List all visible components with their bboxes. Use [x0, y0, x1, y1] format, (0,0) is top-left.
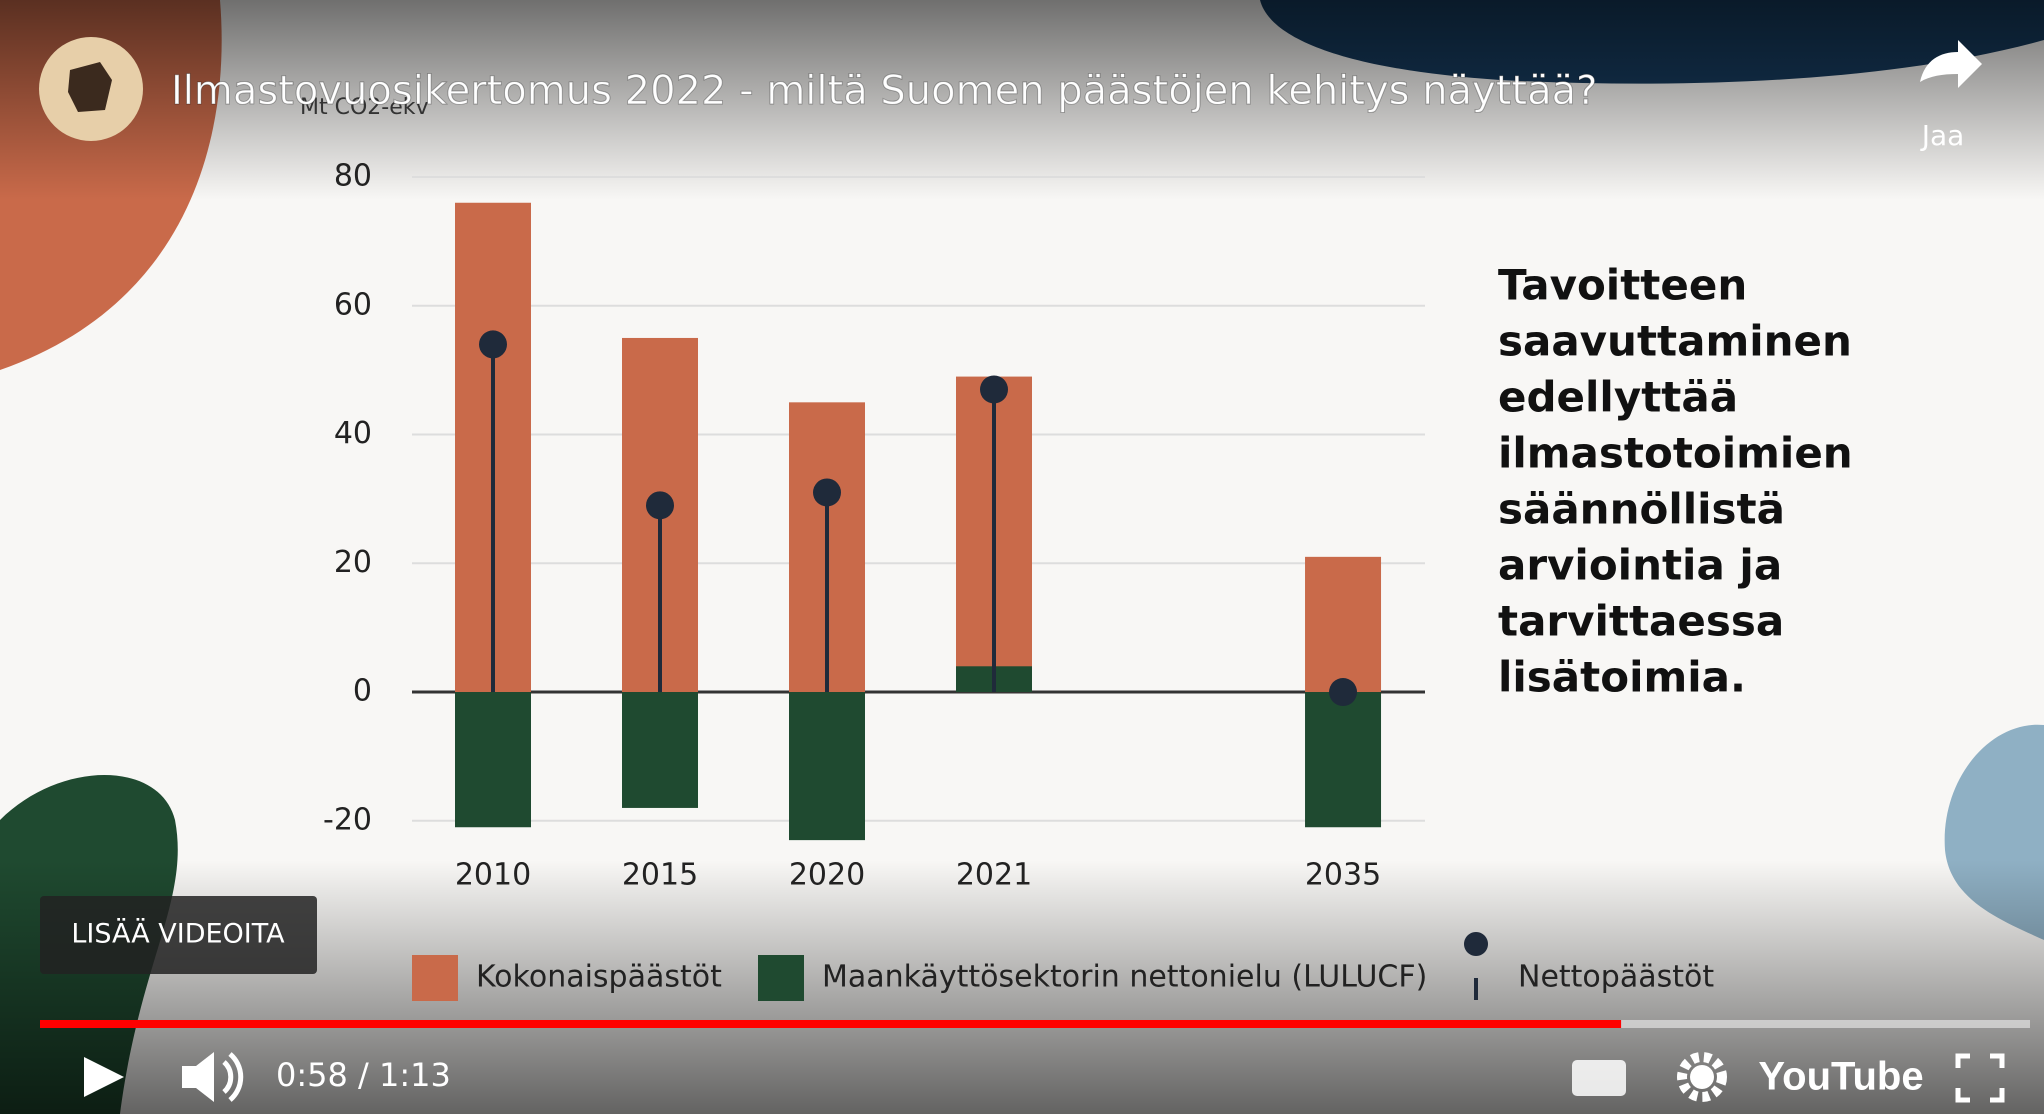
bar [622, 692, 698, 808]
annotation-line: arviointia ja [1498, 541, 1782, 590]
y-tick-label: 20 [334, 545, 372, 580]
legend-pin [1464, 932, 1489, 1000]
x-tick-label: 2015 [622, 858, 698, 893]
y-tick-label: 0 [353, 674, 372, 709]
volume-waves [222, 1052, 244, 1102]
time-display: 0:58 / 1:13 [276, 1056, 451, 1094]
fullscreen-button[interactable] [1955, 1053, 2005, 1103]
legend-label: Maankäyttösektorin nettonielu (LULUCF) [822, 960, 1427, 995]
more-videos-label[interactable]: LISÄÄ VIDEOITA [71, 918, 285, 950]
legend-label: Nettopäästöt [1518, 960, 1714, 995]
x-tick-label: 2020 [789, 858, 865, 893]
video-title[interactable]: Ilmastovuosikertomus 2022 - miltä Suomen… [171, 68, 1598, 115]
net-dot [980, 375, 1008, 404]
logo-lion [68, 62, 112, 112]
y-tick-label: -20 [323, 802, 372, 837]
x-tick-label: 2010 [455, 858, 531, 893]
volume-button[interactable] [182, 1052, 214, 1102]
legend-swatch [412, 955, 458, 1001]
share-label[interactable]: Jaa [1920, 119, 1965, 152]
bar [1305, 692, 1382, 828]
y-tick-label: 40 [334, 416, 372, 451]
subtitles-button[interactable] [1572, 1060, 1626, 1096]
youtube-logo[interactable]: YouTube [1758, 1055, 1923, 1099]
annotation-line: lisätoimia. [1498, 653, 1746, 702]
bar [1305, 556, 1382, 693]
net-dot [813, 478, 841, 507]
annotation-line: saavuttaminen [1498, 317, 1852, 366]
y-tick-label: 80 [334, 159, 372, 194]
y-tick-label: 60 [334, 287, 372, 322]
settings-hub [1690, 1065, 1714, 1089]
bar [455, 692, 531, 828]
chart: Mt CO2-ekv -20 0 20 40 60 80 2010 2015 2020 2021 20… [300, 95, 1853, 1001]
share-icon[interactable] [1920, 40, 1982, 88]
bar [789, 692, 865, 841]
top-shade [0, 0, 2044, 200]
legend-swatch [758, 955, 804, 1001]
play-button[interactable] [84, 1057, 124, 1097]
annotation-line: tarvittaessa [1498, 597, 1784, 646]
x-tick-label: 2035 [1305, 858, 1381, 893]
annotation-line: ilmastotoimien [1498, 429, 1853, 478]
y-axis-label: Mt CO2-ekv [300, 95, 429, 120]
net-dot [1329, 678, 1358, 707]
annotation-line: säännöllistä [1498, 485, 1785, 534]
legend-label: Kokonaispäästöt [476, 960, 722, 995]
more-videos-button[interactable] [40, 896, 317, 974]
settings-button[interactable] [1677, 1052, 1727, 1102]
progress-played [40, 1020, 1622, 1028]
net-dot [646, 491, 674, 520]
annotation-line: Tavoitteen [1498, 261, 1747, 310]
annotation-line: edellyttää [1498, 373, 1738, 422]
net-dot [479, 330, 507, 359]
x-tick-label: 2021 [956, 858, 1032, 893]
